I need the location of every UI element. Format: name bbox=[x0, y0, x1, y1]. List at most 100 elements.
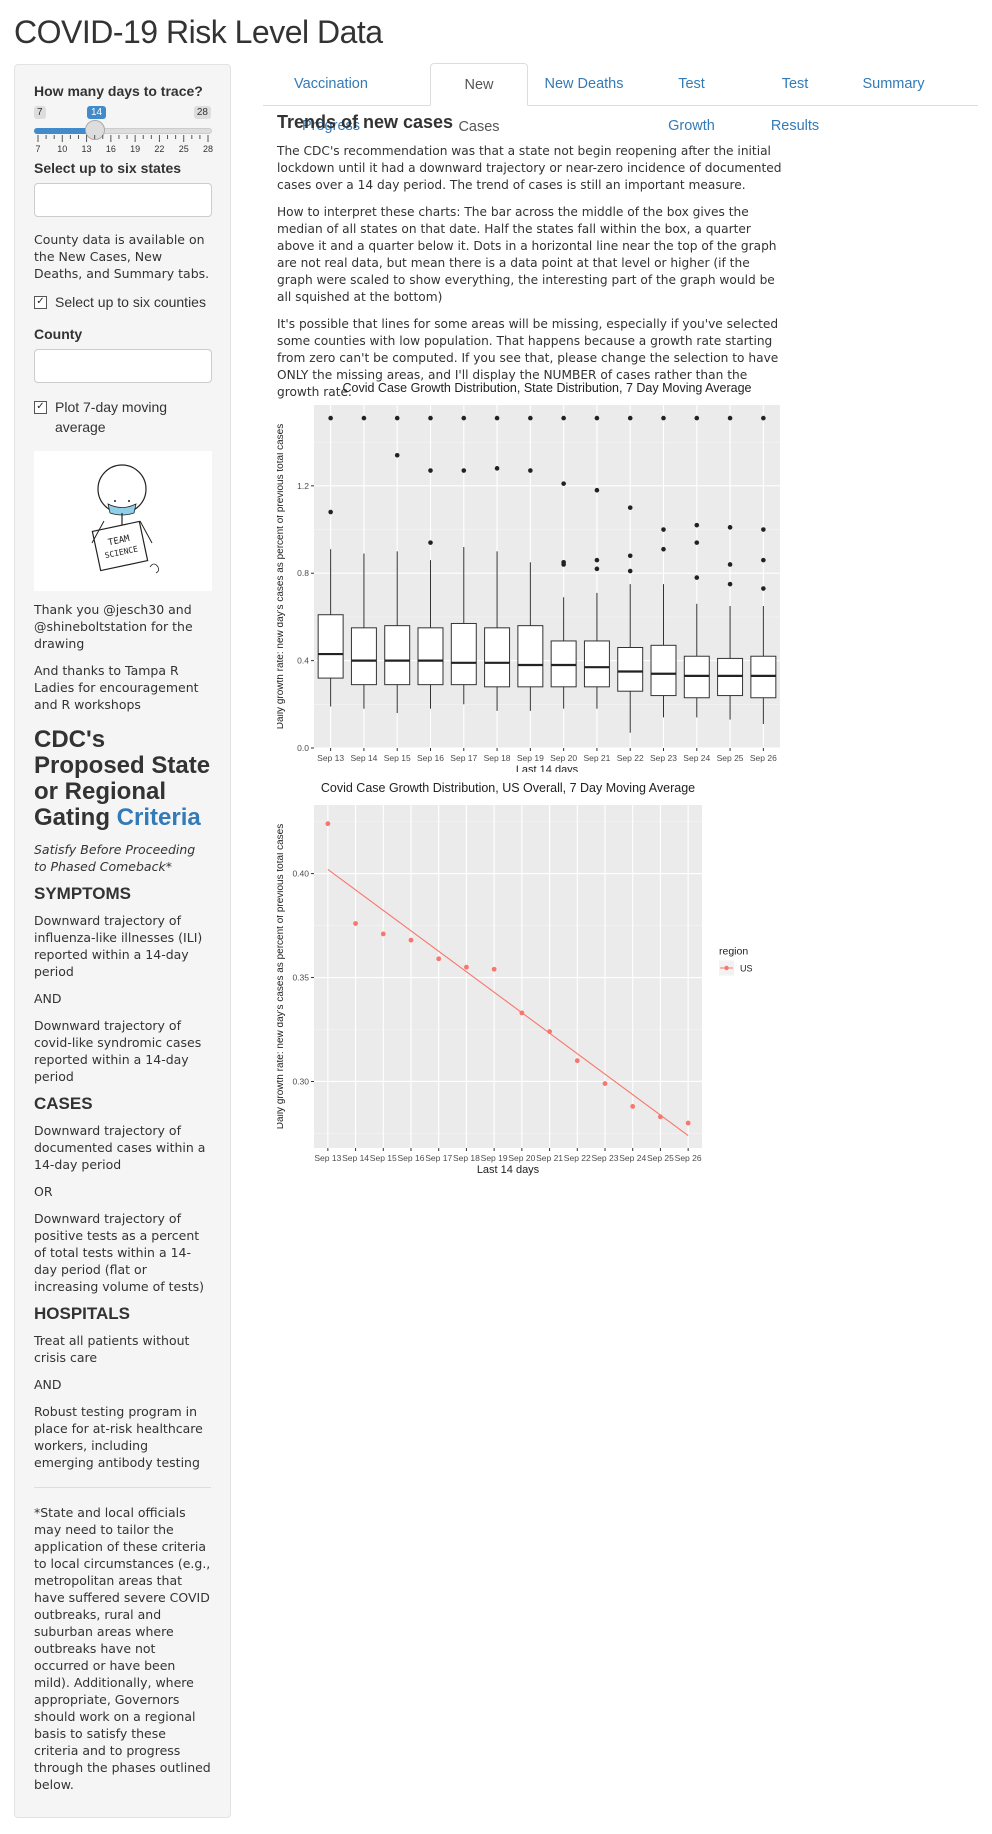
x-tick-label: Sep 19 bbox=[481, 1153, 508, 1163]
box bbox=[450, 622, 477, 686]
y-tick-label: 0.35 bbox=[292, 973, 309, 983]
x-tick-label: Sep 13 bbox=[314, 1153, 341, 1163]
outlier-point bbox=[694, 540, 700, 545]
criteria-item: AND bbox=[34, 1377, 62, 1392]
x-tick-label: Sep 23 bbox=[650, 753, 677, 763]
criteria-section-heading: CASES bbox=[34, 1094, 93, 1113]
outlier-point bbox=[428, 540, 433, 545]
slider-min-label: 7 bbox=[34, 106, 46, 119]
criteria-item: Treat all patients without crisis care bbox=[34, 1333, 190, 1365]
box bbox=[484, 627, 511, 688]
data-point bbox=[547, 1029, 552, 1034]
y-tick-label: 1.2 bbox=[297, 481, 309, 491]
slider-tick-label: 10 bbox=[57, 144, 68, 154]
section-heading: Trends of new cases bbox=[277, 112, 454, 132]
outlier-point bbox=[494, 415, 500, 421]
team-science-icon: TEAM SCIENCE bbox=[91, 464, 160, 574]
states-input[interactable] bbox=[34, 183, 212, 217]
county-label: County bbox=[34, 326, 83, 342]
x-tick-label: Sep 22 bbox=[617, 753, 644, 763]
missing-lines-paragraph: It's possible that lines for some areas … bbox=[277, 317, 779, 399]
outlier-point bbox=[761, 527, 766, 532]
plot-panel bbox=[314, 805, 702, 1148]
days-slider[interactable]: 7 28 14 7 10 13 16 19 22 25 28 bbox=[34, 106, 213, 154]
criteria-item: Downward trajectory of covid-like syndro… bbox=[34, 1018, 202, 1084]
x-axis-label: Last 14 days bbox=[516, 764, 579, 772]
outlier-point bbox=[761, 557, 766, 563]
data-point bbox=[436, 956, 442, 962]
county-note: County data is available on the New Case… bbox=[34, 232, 210, 281]
app-title: COVID-19 Risk Level Data bbox=[14, 14, 383, 50]
tab-summary[interactable]: Summary bbox=[862, 76, 925, 92]
outlier-point bbox=[661, 546, 666, 552]
box bbox=[350, 627, 377, 686]
tab-test-results[interactable]: Test Results bbox=[770, 76, 820, 134]
outlier-point bbox=[394, 415, 400, 421]
gating-title: CDC's Proposed State or Regional Gating … bbox=[34, 727, 211, 831]
x-tick-label: Sep 15 bbox=[384, 753, 411, 763]
x-tick-label: Sep 25 bbox=[647, 1153, 674, 1163]
thanks-drawing: Thank you @jesch30 and @shineboltstation… bbox=[34, 602, 193, 651]
outlier-point bbox=[361, 415, 367, 421]
criteria-link[interactable]: Criteria bbox=[116, 804, 201, 831]
x-tick-label: Sep 22 bbox=[564, 1153, 591, 1163]
y-axis-label: Daily growth rate: new day's cases as pe… bbox=[277, 424, 286, 729]
outlier-point bbox=[627, 505, 633, 510]
chart-title: Covid Case Growth Distribution, State Di… bbox=[343, 381, 752, 395]
y-tick-label: 0.0 bbox=[297, 743, 309, 753]
outlier-point bbox=[528, 415, 533, 421]
y-tick-label: 0.30 bbox=[292, 1076, 309, 1086]
checkbox-check-icon[interactable]: ✓ bbox=[34, 401, 47, 414]
box bbox=[417, 627, 444, 686]
criteria-item: Downward trajectory of documented cases … bbox=[34, 1123, 206, 1172]
tab-test-growth[interactable]: Test Growth bbox=[668, 76, 715, 134]
tab-new-cases[interactable]: New Cases bbox=[430, 63, 528, 135]
county-input[interactable] bbox=[34, 349, 212, 383]
outlier-point bbox=[428, 415, 433, 421]
slider-handle[interactable] bbox=[84, 120, 105, 140]
x-tick-label: Sep 20 bbox=[508, 1153, 535, 1163]
data-point bbox=[602, 1081, 608, 1086]
outlier-point bbox=[761, 586, 766, 591]
outlier-point bbox=[561, 481, 566, 486]
counties-checkbox[interactable]: ✓ Select up to six counties bbox=[34, 292, 211, 312]
moving-average-checkbox[interactable]: ✓ Plot 7-day moving average bbox=[34, 397, 211, 437]
data-point bbox=[658, 1114, 663, 1120]
data-point bbox=[685, 1120, 691, 1126]
box bbox=[583, 640, 610, 688]
outlier-point bbox=[727, 581, 733, 587]
y-tick-label: 0.4 bbox=[297, 656, 309, 666]
x-tick-label: Sep 19 bbox=[517, 753, 544, 763]
tab-vaccination-progress[interactable]: Vaccination Progress bbox=[294, 76, 368, 134]
x-tick-label: Sep 20 bbox=[550, 753, 577, 763]
gating-title-text: CDC's Proposed State or Regional Gating bbox=[34, 726, 211, 831]
slider-tick-label: 22 bbox=[154, 144, 165, 154]
outlier-point bbox=[694, 522, 700, 528]
x-tick-label: Sep 16 bbox=[398, 1153, 425, 1163]
box bbox=[384, 625, 411, 686]
outlier-point bbox=[594, 557, 600, 563]
criteria-item: Downward trajectory of positive tests as… bbox=[34, 1211, 204, 1294]
x-tick-label: Sep 18 bbox=[484, 753, 511, 763]
outlier-point bbox=[328, 509, 333, 515]
legend-label: US bbox=[740, 964, 753, 974]
slider-tick-label: 28 bbox=[202, 144, 214, 154]
data-point bbox=[464, 964, 469, 970]
slider-tick-label: 25 bbox=[178, 144, 189, 154]
criteria-item: AND bbox=[34, 991, 62, 1006]
x-tick-label: Sep 13 bbox=[317, 753, 344, 763]
tab-new-deaths[interactable]: New Deaths bbox=[544, 76, 624, 92]
slider-value-label: 14 bbox=[87, 106, 107, 119]
y-tick-label: 0.8 bbox=[297, 568, 309, 578]
x-tick-label: Sep 16 bbox=[417, 753, 444, 763]
tab-bar: Vaccination Progress New Cases New Deaths T… bbox=[263, 63, 978, 135]
criteria-section-heading: SYMPTOMS bbox=[34, 884, 131, 903]
svg-text:TEAM: TEAM bbox=[107, 534, 131, 548]
data-point bbox=[380, 931, 386, 937]
us-overall-scatterplot: Covid Case Growth Distribution, US Overa… bbox=[277, 781, 753, 1176]
checkbox-check-icon[interactable]: ✓ bbox=[34, 296, 47, 309]
slider-tick-label: 13 bbox=[81, 144, 92, 154]
x-tick-label: Sep 21 bbox=[583, 753, 610, 763]
outlier-point bbox=[727, 525, 733, 530]
outlier-point bbox=[727, 415, 733, 421]
